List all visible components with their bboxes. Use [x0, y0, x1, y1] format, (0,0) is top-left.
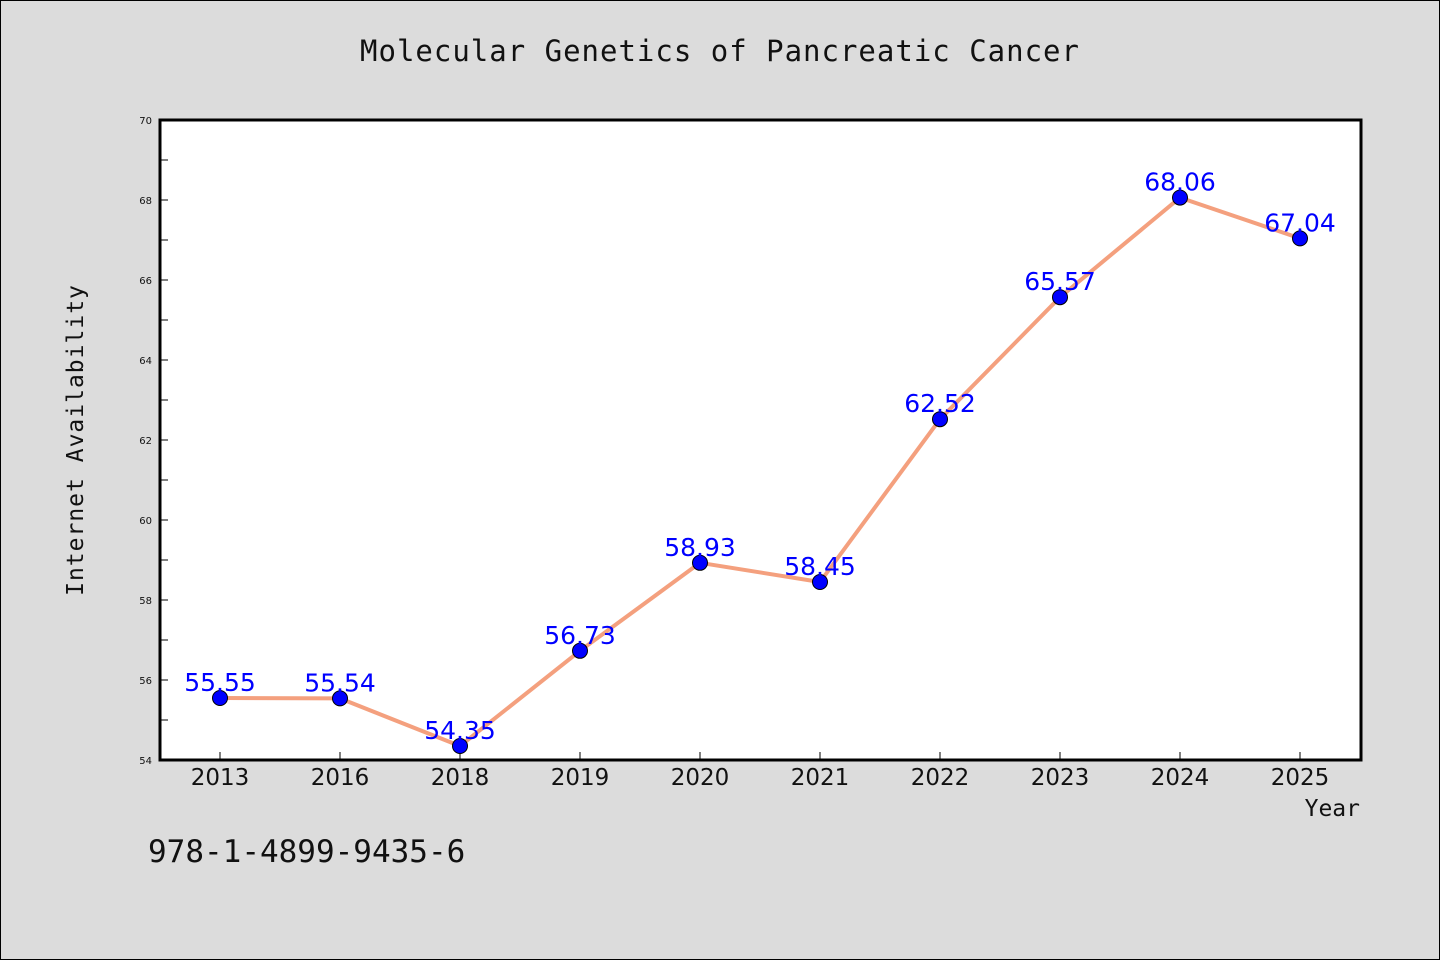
- footer-code: 978-1-4899-9435-6: [148, 834, 466, 870]
- plot-border: [158, 118, 1363, 762]
- y-tick-label: 70: [139, 116, 152, 127]
- y-tick-label: 60: [139, 516, 152, 527]
- data-label: 67.04: [1264, 208, 1336, 237]
- data-label: 56.73: [544, 621, 616, 650]
- y-tick-label: 62: [139, 436, 152, 447]
- data-label: 58.93: [664, 533, 736, 562]
- data-point: [932, 411, 948, 428]
- y-tick-label: 68: [139, 196, 152, 207]
- data-label: 54.35: [424, 716, 496, 745]
- series-line-group: [219, 195, 1301, 748]
- data-point: [452, 738, 468, 754]
- data-point: [332, 690, 348, 707]
- data-label: 65.57: [1024, 267, 1096, 296]
- y-tick-label: 54: [139, 756, 152, 767]
- x-axis: 2013 2016 2018 2019 2020 2021 2022 2023 2024 2025: [191, 752, 1330, 791]
- data-label: 68.06: [1144, 168, 1216, 197]
- data-point: [812, 574, 828, 590]
- x-tick-label: 2016: [311, 765, 370, 791]
- data-point: [572, 642, 588, 659]
- data-labels-group: 55.55 55.54 54.35 56.73 58.93 58.45 62.52 65.57…: [184, 168, 1336, 745]
- data-point: [212, 690, 228, 706]
- x-tick-label: 2022: [911, 765, 970, 791]
- y-tick-label: 56: [139, 676, 152, 687]
- x-tick-label: 2025: [1271, 765, 1330, 791]
- chart-title: Molecular Genetics of Pancreatic Cancer: [360, 34, 1080, 68]
- y-tick-label: 66: [139, 276, 152, 287]
- data-label: 55.54: [304, 668, 376, 697]
- data-point: [1292, 230, 1308, 247]
- x-axis-label: Year: [1304, 796, 1360, 822]
- series-line: [219, 195, 1301, 748]
- x-tick-label: 2021: [791, 765, 850, 791]
- x-tick-label: 2019: [551, 765, 610, 791]
- x-tick-label: 2024: [1151, 765, 1210, 791]
- data-label: 62.52: [904, 389, 976, 418]
- x-tick-label: 2018: [431, 765, 490, 791]
- data-label: 58.45: [784, 552, 856, 581]
- y-tick-label: 64: [139, 356, 152, 367]
- x-tick-label: 2020: [671, 765, 730, 791]
- data-point: [1052, 289, 1068, 306]
- data-label: 55.55: [184, 668, 256, 697]
- markers-group: [212, 189, 1308, 754]
- plot-background: [160, 120, 1361, 760]
- x-tick-label: 2023: [1031, 765, 1090, 791]
- data-point: [692, 554, 708, 571]
- data-point: [1172, 189, 1188, 206]
- x-tick-label: 2013: [191, 765, 250, 791]
- y-tick-label: 58: [139, 596, 152, 607]
